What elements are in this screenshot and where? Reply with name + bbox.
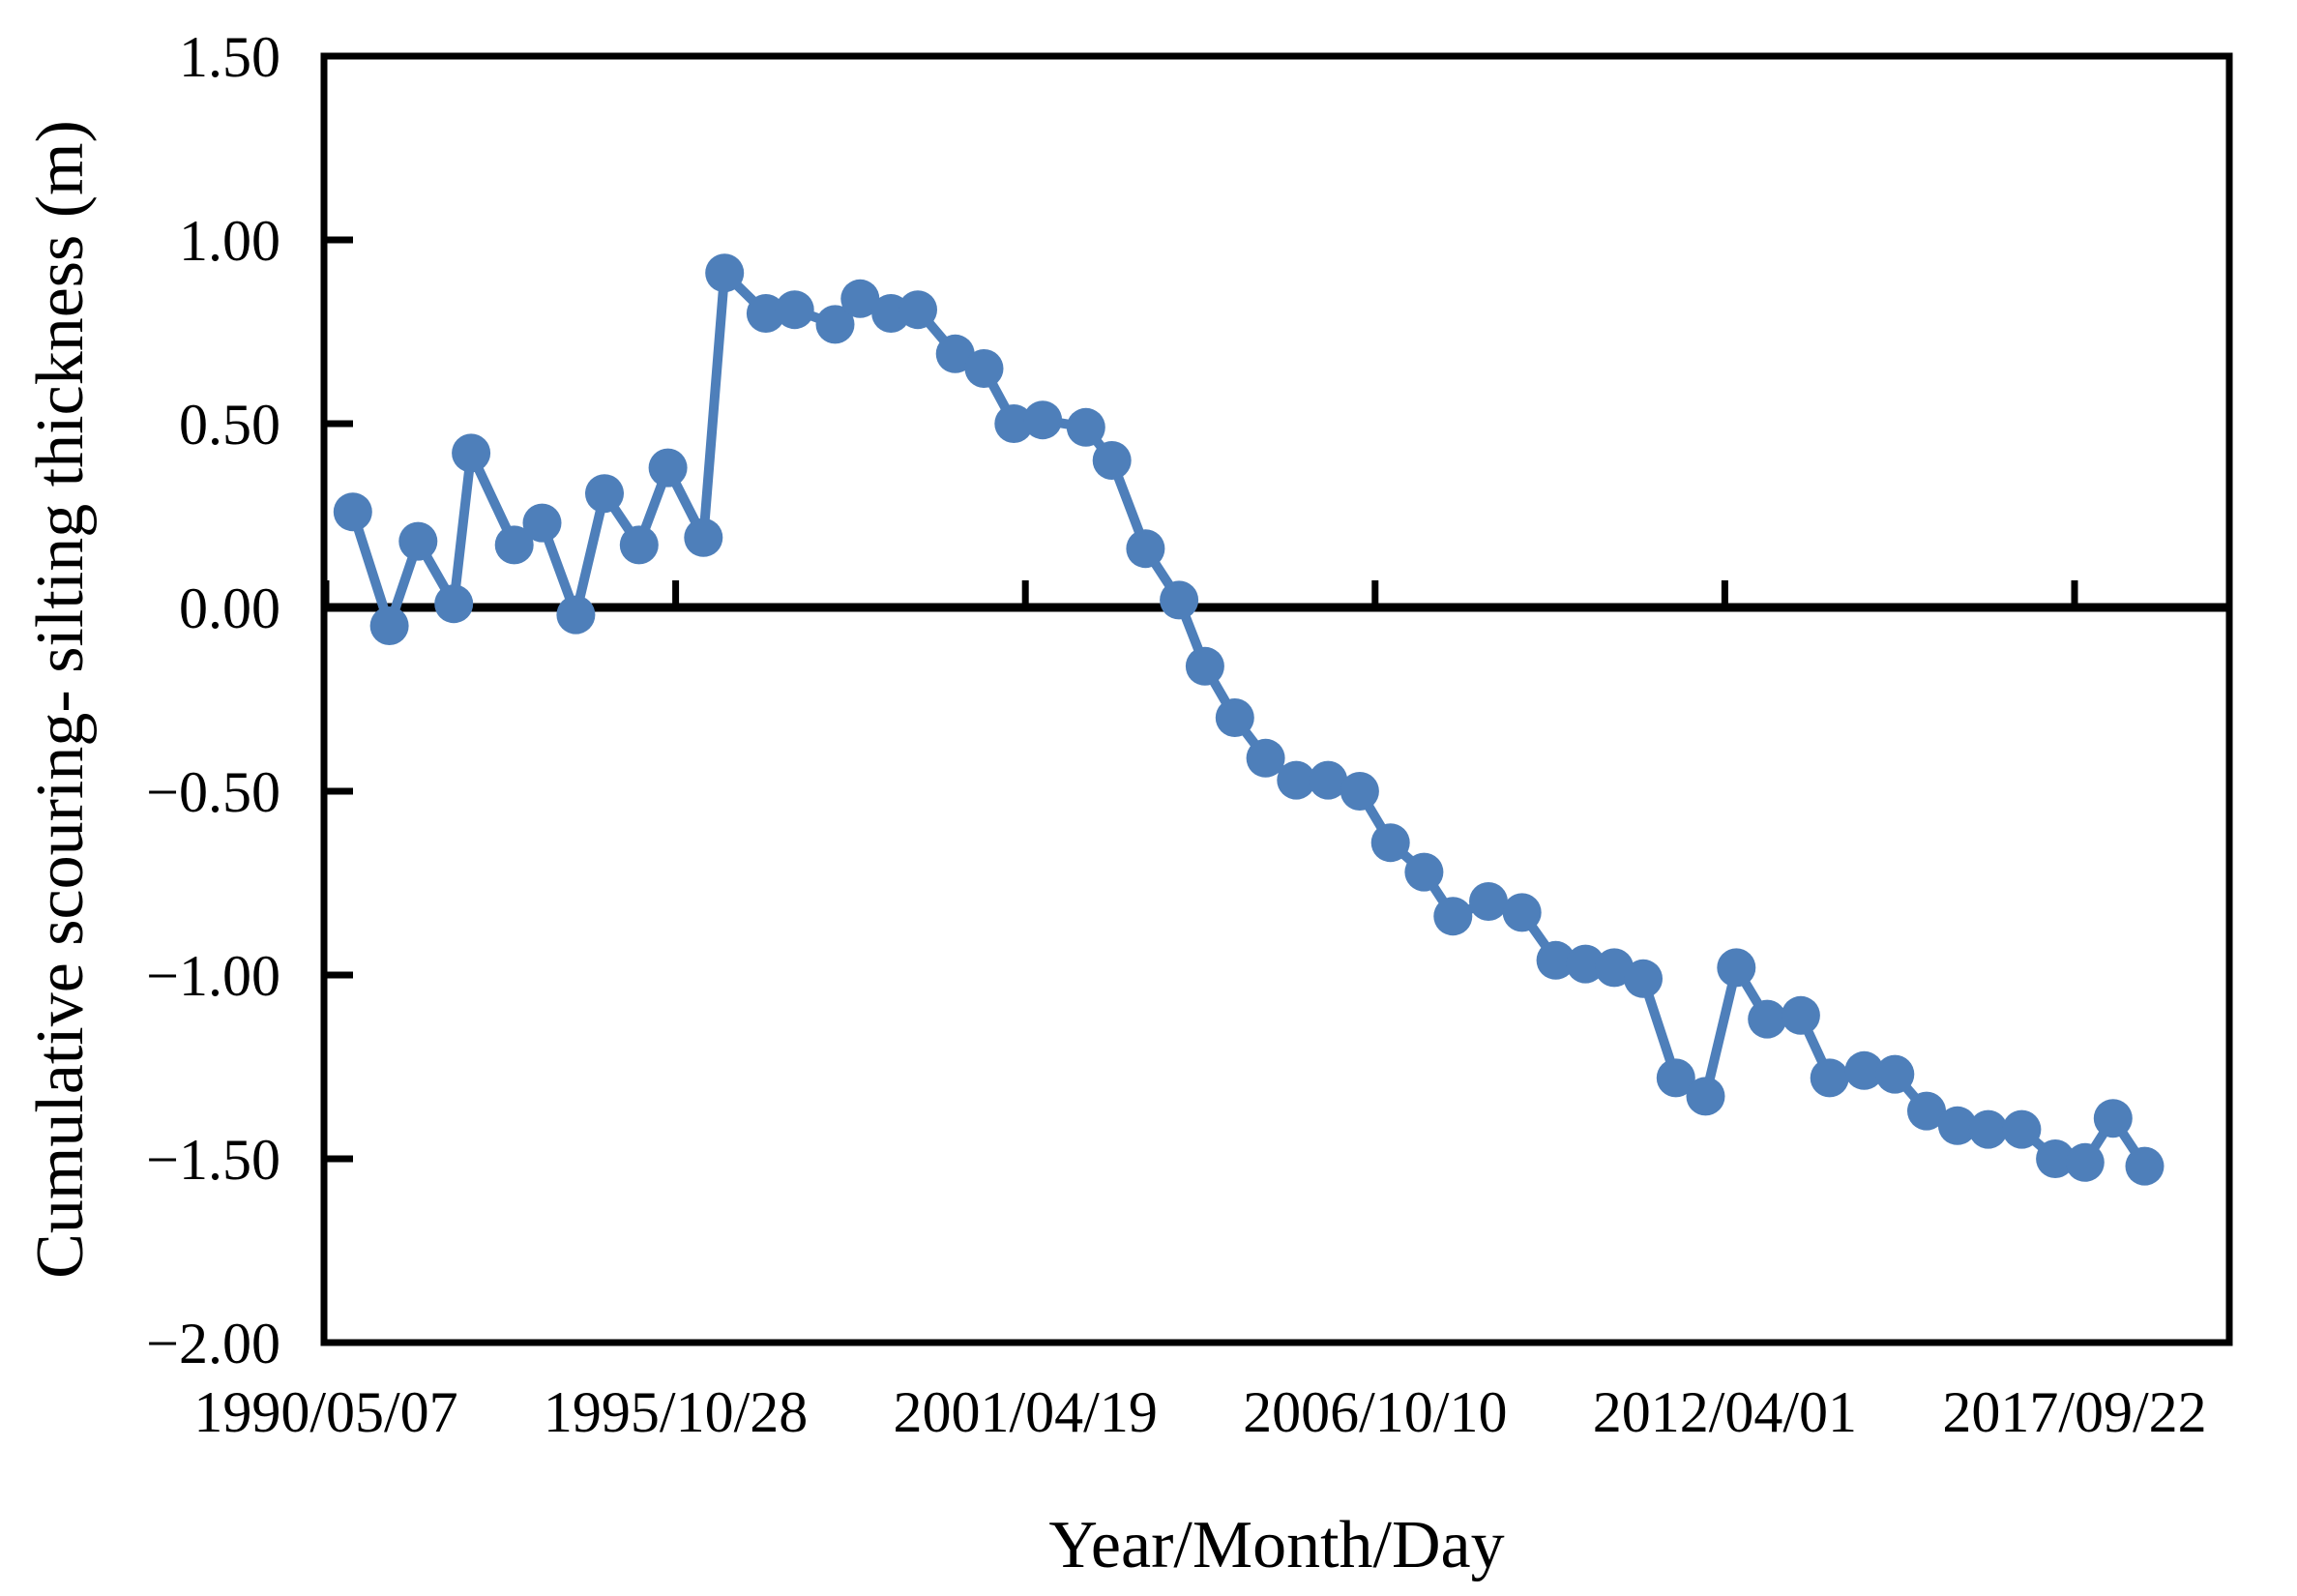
- x-tick-label: 1995/10/28: [544, 1380, 808, 1444]
- data-point: [1404, 852, 1444, 892]
- data-point: [2002, 1109, 2042, 1149]
- data-point: [1502, 893, 1542, 932]
- data-point: [2125, 1146, 2164, 1186]
- data-point: [1340, 772, 1379, 811]
- data-point: [398, 521, 438, 561]
- x-tick-label: 2017/09/22: [1942, 1380, 2206, 1444]
- data-point: [1781, 995, 1820, 1035]
- y-tick-label: −1.50: [146, 1128, 280, 1192]
- data-point: [840, 279, 880, 318]
- data-point: [1023, 400, 1063, 440]
- data-point: [1656, 1058, 1695, 1098]
- y-tick-label: −0.50: [146, 760, 280, 824]
- plot-frame: [320, 52, 2233, 1346]
- y-tick-label: −1.00: [146, 944, 280, 1008]
- x-tick-label: 1990/05/07: [193, 1380, 457, 1444]
- y-tick-label: 0.00: [179, 576, 280, 640]
- data-point: [1717, 948, 1756, 988]
- data-point: [585, 474, 624, 514]
- data-point: [775, 290, 814, 330]
- data-point: [1810, 1058, 1849, 1098]
- data-point: [1370, 823, 1410, 863]
- data-point: [2036, 1139, 2076, 1178]
- data-point: [1185, 646, 1224, 686]
- data-point: [556, 595, 596, 635]
- data-point: [1566, 944, 1605, 984]
- data-point: [2065, 1142, 2105, 1182]
- y-axis-ticks: [324, 236, 353, 1163]
- data-point: [1433, 897, 1473, 936]
- data-point: [1092, 441, 1132, 480]
- data-point: [1246, 738, 1285, 778]
- data-point: [1536, 940, 1576, 980]
- data-point: [1968, 1109, 2008, 1149]
- data-point: [452, 433, 491, 473]
- data-point: [333, 492, 372, 532]
- data-point: [1875, 1054, 1915, 1094]
- data-point: [815, 305, 855, 344]
- data-point: [1277, 760, 1316, 800]
- data-point: [1907, 1091, 1946, 1131]
- data-point: [964, 349, 1004, 388]
- x-tick-label: 2012/04/01: [1593, 1380, 1857, 1444]
- data-point: [684, 517, 723, 557]
- data-point: [1469, 882, 1508, 921]
- y-tick-label: −2.00: [146, 1312, 280, 1375]
- data-point: [935, 334, 975, 373]
- data-point: [1937, 1106, 1977, 1145]
- x-axis-ticks: [322, 580, 2078, 607]
- y-tick-label: 1.50: [179, 25, 280, 89]
- x-axis-tick-labels: 1990/05/07 1995/10/28 2001/04/19 2006/10/10…: [193, 1380, 2206, 1444]
- data-point: [746, 294, 785, 333]
- data-point: [619, 525, 659, 565]
- data-point: [1748, 999, 1787, 1039]
- data-point: [1309, 760, 1348, 800]
- data-point: [1624, 959, 1663, 998]
- y-tick-label: 0.50: [179, 393, 280, 457]
- y-tick-label: 1.00: [179, 209, 280, 273]
- data-point: [369, 606, 409, 645]
- x-tick-label: 2001/04/19: [894, 1380, 1158, 1444]
- data-point: [2093, 1099, 2133, 1138]
- y-axis-title: Cumulative scouring- silting thickness (…: [23, 120, 98, 1279]
- data-point: [1844, 1050, 1884, 1090]
- data-point: [898, 290, 937, 330]
- data-point: [434, 584, 474, 624]
- data-point: [522, 503, 562, 543]
- data-point: [1126, 529, 1165, 569]
- x-tick-label: 2006/10/10: [1243, 1380, 1507, 1444]
- data-point: [1215, 698, 1254, 737]
- data-point: [494, 525, 534, 565]
- data-point: [994, 404, 1034, 443]
- data-point: [1686, 1077, 1725, 1116]
- data-point: [648, 448, 688, 488]
- data-series: [333, 253, 2164, 1186]
- x-axis-title: Year/Month/Day: [1048, 1508, 1504, 1582]
- data-point: [1066, 407, 1105, 447]
- y-axis-tick-labels: 1.50 1.00 0.50 0.00 −0.50 −1.00 −1.50 −2.00: [146, 25, 280, 1375]
- data-point: [705, 253, 745, 293]
- data-point: [1160, 580, 1199, 620]
